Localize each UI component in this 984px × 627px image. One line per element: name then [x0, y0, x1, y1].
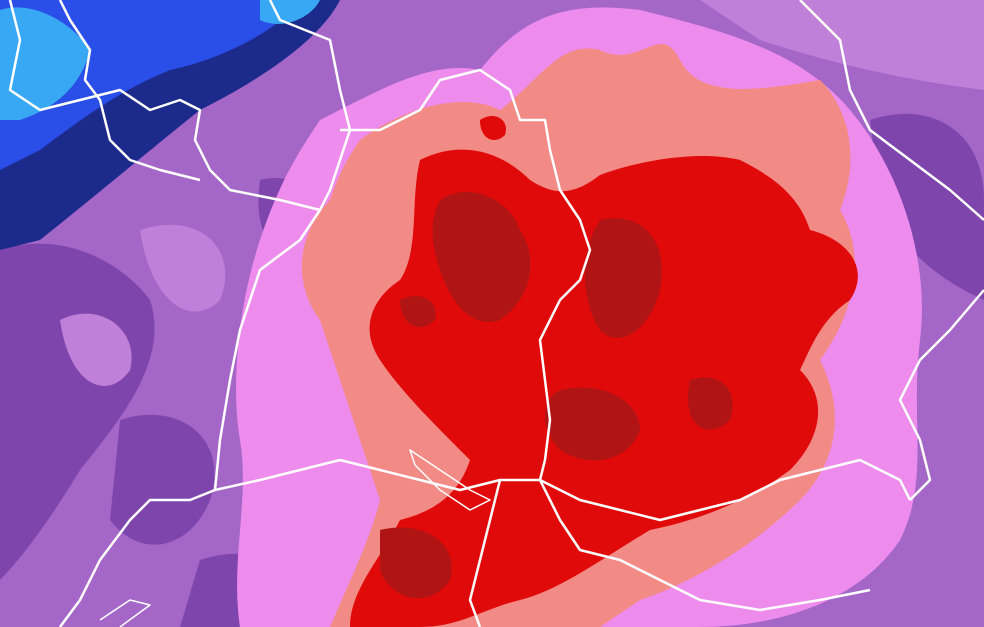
- border-alps: [538, 479, 871, 612]
- border-north-2: [58, 0, 352, 627]
- border-central: [340, 68, 592, 481]
- border-southwest: [468, 479, 502, 627]
- dark-red-regions: [380, 191, 733, 599]
- border-lines: [8, 0, 984, 627]
- border-northeast: [799, 0, 984, 221]
- border-east: [898, 289, 984, 501]
- lake-southwest: [99, 599, 151, 627]
- border-northwest: [8, 0, 321, 212]
- blue-regions: [0, 0, 340, 250]
- border-north-1: [58, 0, 201, 182]
- border-south: [214, 458, 912, 522]
- lake-outline: [409, 449, 491, 511]
